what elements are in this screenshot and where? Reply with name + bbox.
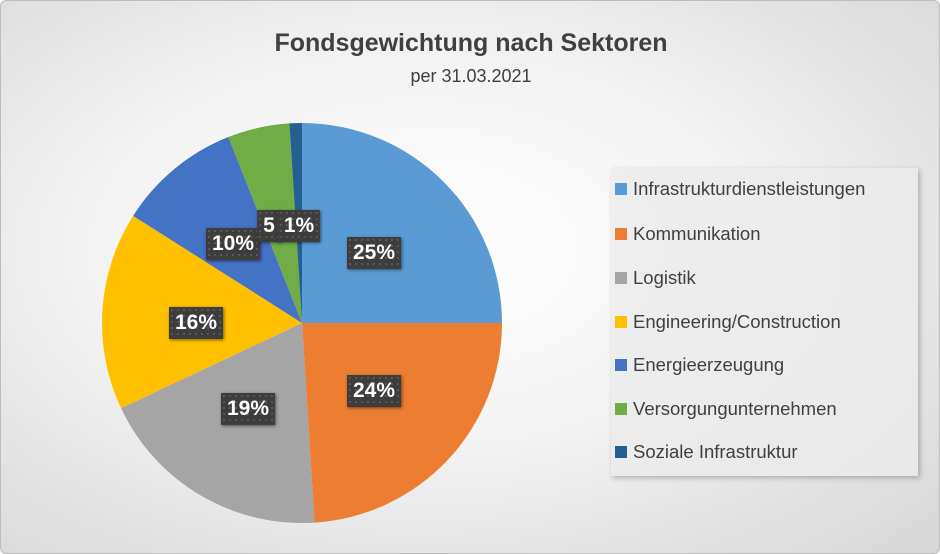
chart-title: Fondsgewichtung nach Sektoren: [274, 29, 668, 57]
legend-item: Energieerzeugung: [615, 354, 784, 376]
legend-label: Kommunikation: [633, 223, 761, 244]
pie-slice-0: [302, 123, 502, 323]
legend-swatch: [615, 272, 627, 284]
legend-label: Energieerzeugung: [633, 354, 785, 375]
chart-subtitle: per 31.03.2021: [410, 66, 532, 86]
legend: Infrastrukturdienstleistungen Kommunikati…: [611, 168, 918, 476]
legend-swatch: [615, 316, 627, 328]
legend-item: Kommunikation: [615, 223, 761, 245]
legend-label: Infrastrukturdienstleistungen: [633, 178, 866, 199]
legend-swatch: [615, 403, 627, 415]
legend-label: Engineering/Construction: [633, 311, 841, 332]
legend-swatch: [615, 446, 627, 458]
data-label: 16%: [168, 307, 224, 339]
legend-swatch: [615, 228, 627, 240]
legend-item: Infrastrukturdienstleistungen: [615, 178, 865, 200]
legend-item: Logistik: [615, 267, 696, 289]
data-label: 1%: [277, 210, 321, 242]
pie-slice-1: [302, 323, 502, 523]
legend-item: Soziale Infrastruktur: [615, 441, 798, 463]
legend-label: Versorgungunternehmen: [633, 398, 837, 419]
legend-swatch: [615, 359, 627, 371]
data-label: 25%: [346, 237, 402, 269]
legend-swatch: [615, 183, 627, 195]
data-label: 5: [257, 210, 281, 242]
legend-item: Engineering/Construction: [615, 311, 841, 333]
data-label: 24%: [346, 375, 402, 407]
data-label: 10%: [205, 228, 261, 260]
legend-label: Logistik: [633, 267, 696, 288]
data-label: 19%: [220, 393, 276, 425]
legend-label: Soziale Infrastruktur: [633, 441, 798, 462]
pie-slice-2: [121, 323, 315, 523]
legend-item: Versorgungunternehmen: [615, 398, 837, 420]
